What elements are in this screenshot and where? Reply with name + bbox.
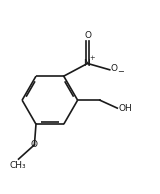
Text: N: N [83, 59, 90, 68]
Text: O: O [111, 64, 118, 74]
Text: OH: OH [118, 104, 132, 113]
Text: O: O [84, 31, 91, 40]
Text: CH₃: CH₃ [9, 161, 26, 170]
Text: +: + [89, 55, 95, 61]
Text: −: − [117, 67, 124, 76]
Text: O: O [31, 140, 38, 149]
